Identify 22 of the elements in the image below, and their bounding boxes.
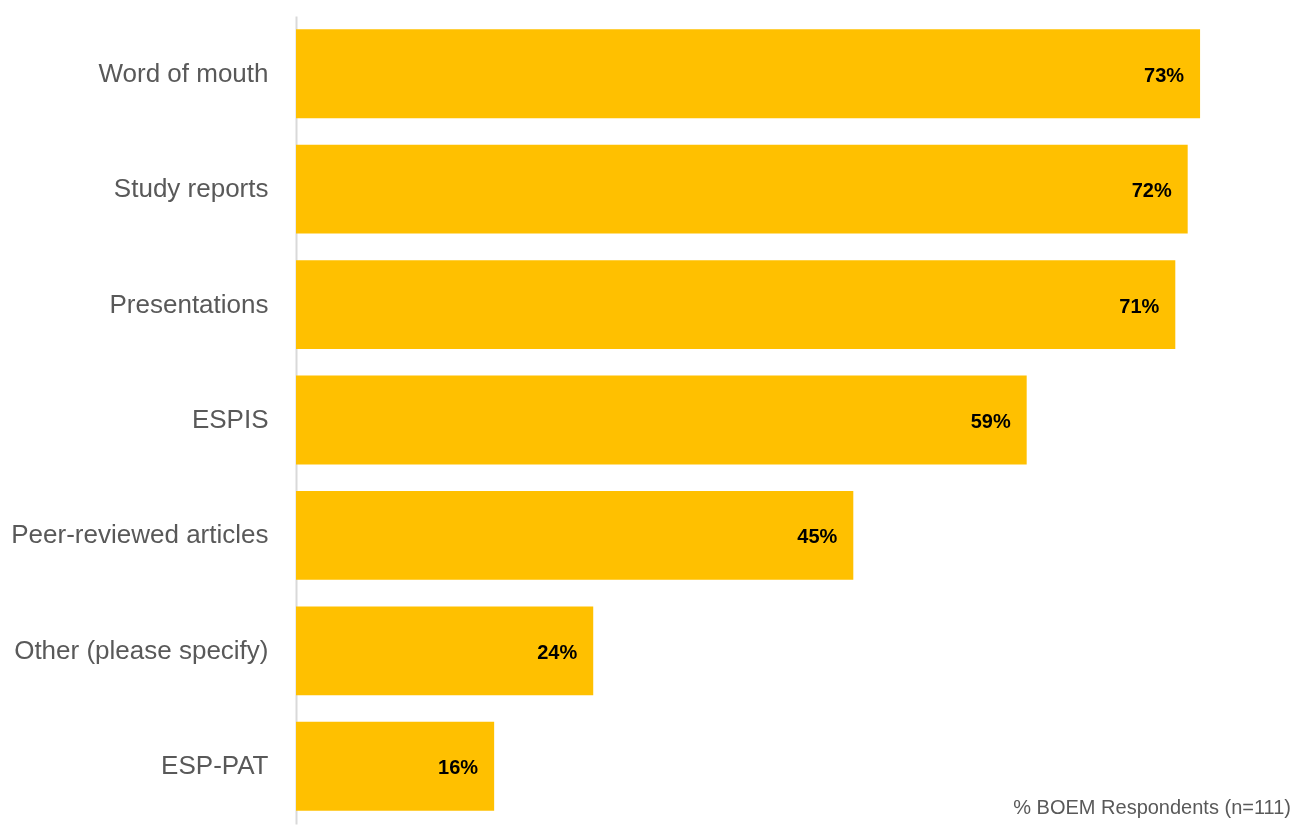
data-label: 72% [1131,179,1172,202]
bar [296,144,1188,234]
y-tick-label: ESP-PAT [161,750,269,781]
data-label: 71% [1119,294,1160,317]
y-tick-label: Presentations [109,288,269,319]
y-tick-label: Word of mouth [98,57,269,88]
y-tick-label: Peer-reviewed articles [11,519,269,550]
bar [296,606,594,696]
bar [296,260,1176,350]
y-tick-label: Other (please specify) [14,634,269,665]
data-label: 45% [797,525,838,548]
bar [296,29,1201,119]
y-tick-label: ESPIS [191,404,269,434]
data-label: 24% [537,640,578,663]
bar [296,721,495,811]
y-tick-label: Study reports [113,173,269,204]
bar [296,375,1027,465]
data-label: 73% [1144,63,1185,86]
bar [296,490,854,580]
data-label: 59% [970,410,1011,432]
annotation: % BOEM Respondents (n=111) [1013,796,1291,818]
data-label: 16% [438,756,479,779]
